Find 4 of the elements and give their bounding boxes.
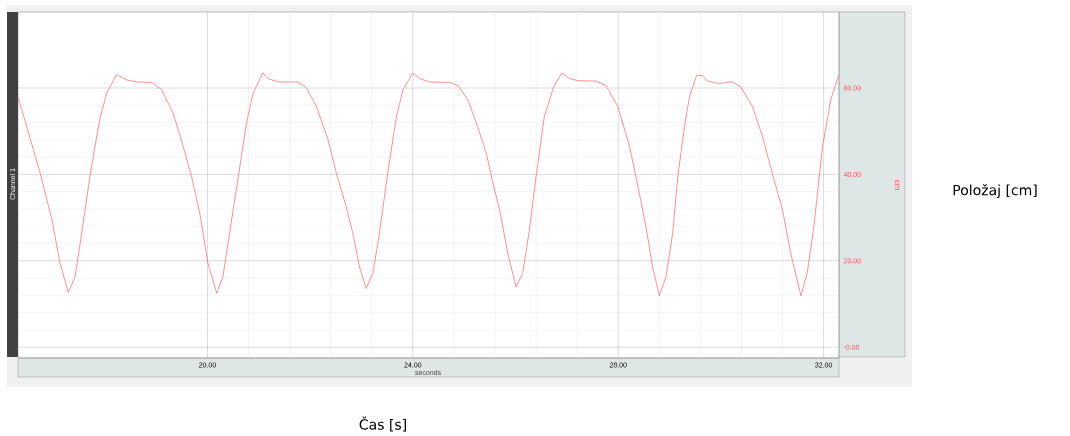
text: Čas [s] [359, 416, 406, 432]
line-series [18, 72, 839, 297]
text: Položaj [cm] [953, 183, 1037, 199]
y-axis-title: cm [894, 180, 900, 190]
